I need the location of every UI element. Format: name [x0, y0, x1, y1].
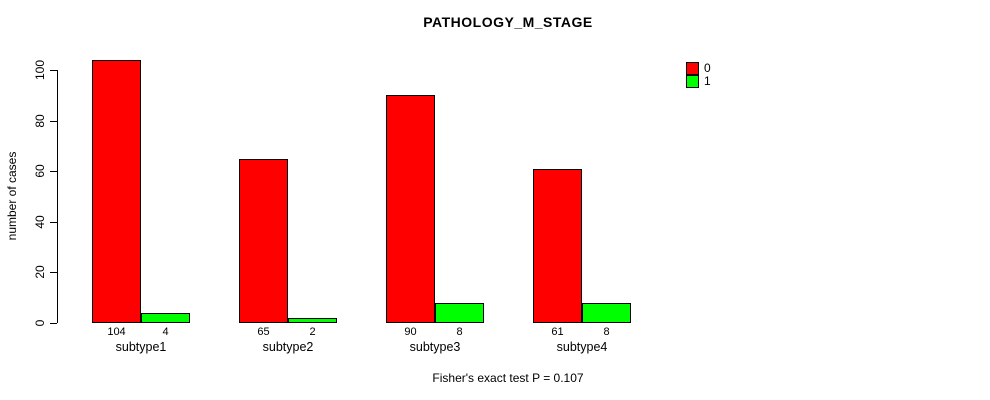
y-axis-tick-label: 0 — [33, 319, 47, 327]
bar-series-1-subtype4 — [582, 303, 631, 323]
y-axis-tick — [50, 323, 57, 324]
y-axis-tick — [50, 272, 57, 274]
category-label-subtype4: subtype4 — [556, 340, 608, 354]
bar-count-label: 8 — [603, 326, 610, 338]
bar-count-label: 2 — [309, 326, 316, 338]
bar-count-label: 104 — [107, 326, 126, 338]
legend-swatch-icon — [686, 62, 699, 75]
category-label-subtype1: subtype1 — [115, 340, 167, 354]
bar-count-label: 8 — [456, 326, 463, 338]
bar-series-0-subtype4 — [533, 169, 582, 323]
y-axis-tick-label: 80 — [33, 113, 47, 128]
category-label-subtype3: subtype3 — [409, 340, 461, 354]
bar-series-1-subtype2 — [288, 318, 337, 323]
y-axis-line — [57, 70, 58, 323]
bar-count-label: 61 — [551, 326, 564, 338]
category-label-subtype2: subtype2 — [262, 340, 314, 354]
y-axis-tick-label: 60 — [33, 164, 47, 178]
y-axis-tick — [50, 120, 57, 122]
bar-count-label: 90 — [404, 326, 417, 338]
legend-swatch-icon — [686, 75, 699, 88]
bar-count-label: 65 — [257, 326, 270, 338]
bar-count-label: 4 — [162, 326, 169, 338]
y-axis-tick-label: 20 — [33, 265, 47, 280]
y-axis-tick — [50, 70, 57, 71]
legend-label: 0 — [704, 61, 711, 75]
y-axis-tick-label: 100 — [33, 59, 47, 81]
y-axis-label: number of cases — [5, 151, 19, 241]
legend-item-0: 0 — [686, 62, 711, 75]
legend-item-1: 1 — [686, 75, 711, 88]
bar-series-1-subtype1 — [141, 313, 190, 323]
bar-series-0-subtype1 — [92, 60, 141, 323]
y-axis-tick-label: 40 — [33, 215, 47, 229]
y-axis-tick — [50, 171, 57, 173]
legend-label: 1 — [704, 74, 711, 88]
chart-title: PATHOLOGY_M_STAGE — [423, 14, 593, 30]
bar-series-0-subtype3 — [386, 95, 435, 323]
y-axis-tick — [50, 221, 57, 223]
footnote-fisher-test: Fisher's exact test P = 0.107 — [432, 371, 584, 385]
bar-series-0-subtype2 — [239, 159, 288, 323]
bar-series-1-subtype3 — [435, 303, 484, 323]
